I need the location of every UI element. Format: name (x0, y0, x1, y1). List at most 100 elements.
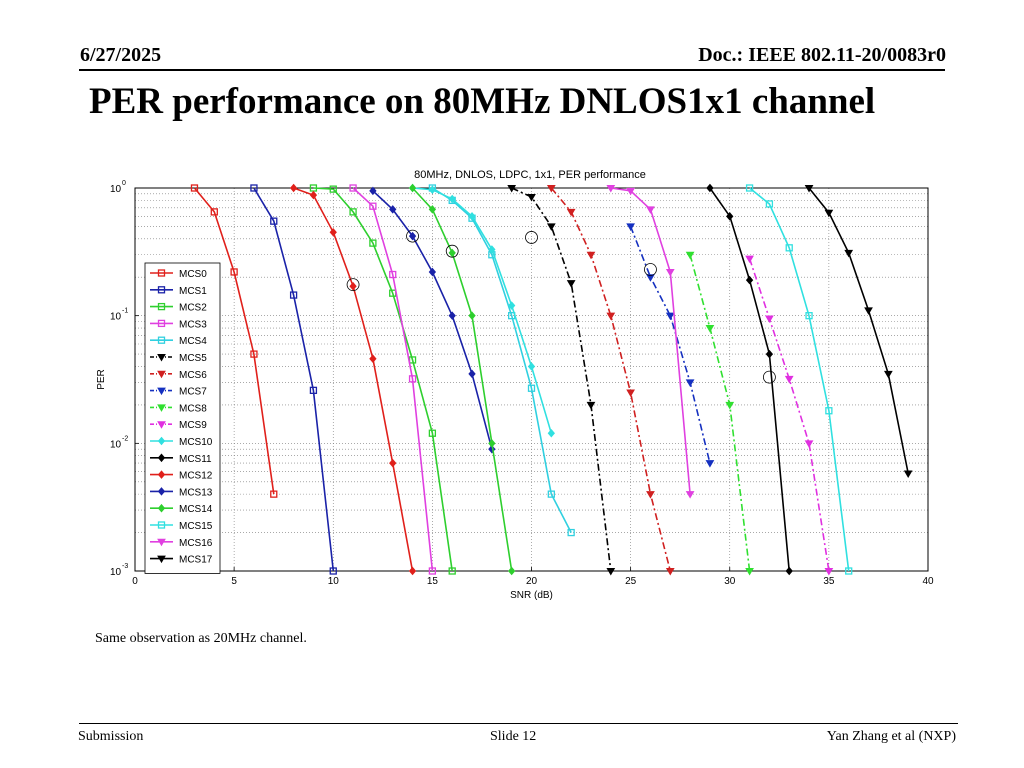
series-line (193, 187, 275, 495)
data-point (408, 566, 417, 576)
data-point (428, 185, 437, 194)
data-point (190, 184, 199, 192)
data-point (804, 185, 814, 193)
data-point (157, 521, 166, 529)
data-point (824, 568, 834, 576)
data-point (726, 212, 734, 221)
data-point (468, 212, 476, 221)
footer-submission: Submission (78, 729, 144, 744)
legend-label: MCS13 (179, 487, 213, 498)
data-point (785, 244, 793, 252)
series-line (352, 187, 434, 572)
annotation-circle (763, 370, 776, 384)
data-point (369, 354, 377, 363)
data-point (157, 286, 166, 294)
legend-item: MCS11 (150, 453, 212, 465)
data-point (448, 194, 456, 204)
series-line (629, 226, 711, 464)
legend-item: MCS4 (150, 336, 207, 347)
data-point (705, 460, 715, 468)
per-chart: 80MHz, DNLOS, LDPC, 1x1, PER performance… (96, 169, 934, 601)
legend-item: MCS5 (150, 353, 207, 364)
data-point (527, 384, 536, 392)
series-mcs17 (804, 185, 913, 479)
y-tick-label: 10 (110, 312, 122, 323)
legend-label: MCS1 (179, 286, 207, 297)
data-point (626, 187, 635, 196)
annotation-circle (406, 229, 419, 243)
data-point (157, 404, 166, 412)
data-point (157, 470, 166, 479)
series-mcs0 (190, 184, 278, 498)
data-point (665, 568, 675, 576)
legend-item: MCS15 (150, 521, 213, 532)
data-point (389, 205, 397, 214)
data-point (547, 428, 555, 438)
legend-box (144, 262, 221, 574)
data-point (883, 370, 893, 379)
data-point (369, 186, 377, 196)
header-rule (79, 69, 945, 71)
chart-title: 80MHz, DNLOS, LDPC, 1x1, PER performance (414, 169, 646, 181)
series-line (808, 187, 909, 474)
series-mcs6 (546, 185, 675, 576)
data-point (157, 421, 166, 429)
data-point (428, 205, 437, 214)
series-mcs5 (507, 185, 616, 576)
legend-label: MCS17 (179, 555, 213, 566)
data-point (804, 440, 814, 448)
data-point (606, 185, 616, 193)
x-tick-label: 0 (132, 576, 138, 587)
data-point (566, 208, 576, 217)
footer-slide-number: Slide 12 (490, 729, 537, 744)
legend-label: MCS10 (179, 437, 213, 448)
series-mcs14 (408, 183, 516, 576)
data-point (157, 302, 166, 311)
series-line (313, 187, 453, 572)
series-mcs15 (745, 184, 853, 575)
data-point (408, 375, 417, 383)
x-tick-label: 10 (328, 576, 340, 587)
data-point (567, 528, 575, 537)
series-line (412, 187, 553, 434)
series-line (709, 187, 790, 572)
data-point (448, 311, 456, 320)
data-point (448, 248, 456, 258)
data-point (706, 183, 714, 193)
legend-item: MCS6 (150, 370, 207, 381)
data-point (309, 190, 318, 200)
data-point (765, 349, 774, 359)
footer-author: Yan Zhang et al (NXP) (826, 729, 956, 744)
data-point (468, 311, 476, 320)
data-point (606, 568, 616, 576)
data-point (725, 401, 735, 410)
legend-label: MCS0 (179, 269, 207, 280)
data-point (508, 566, 516, 576)
data-point (546, 223, 556, 231)
data-point (805, 312, 813, 320)
data-point (230, 268, 238, 276)
legend-label: MCS5 (179, 353, 207, 364)
data-point (157, 487, 166, 496)
legend-item: MCS9 (150, 420, 207, 431)
legend-item: MCS7 (150, 387, 207, 398)
legend-item: MCS8 (150, 403, 207, 414)
series-line (749, 187, 850, 572)
data-point (157, 354, 166, 362)
legend-item: MCS2 (150, 303, 207, 314)
data-point (270, 490, 278, 498)
legend-item: MCS1 (150, 286, 207, 297)
data-point (210, 208, 218, 216)
legend-label: MCS3 (179, 319, 207, 330)
legend-label: MCS9 (179, 420, 207, 431)
data-point (349, 281, 357, 291)
annotation-circle (525, 231, 538, 244)
y-tick-exponent: -1 (122, 308, 128, 315)
data-point (824, 209, 834, 218)
annotation-circle (346, 278, 360, 292)
data-point (488, 245, 496, 254)
data-point (329, 567, 337, 575)
legend-item: MCS0 (150, 269, 207, 280)
x-tick-label: 25 (625, 576, 637, 587)
